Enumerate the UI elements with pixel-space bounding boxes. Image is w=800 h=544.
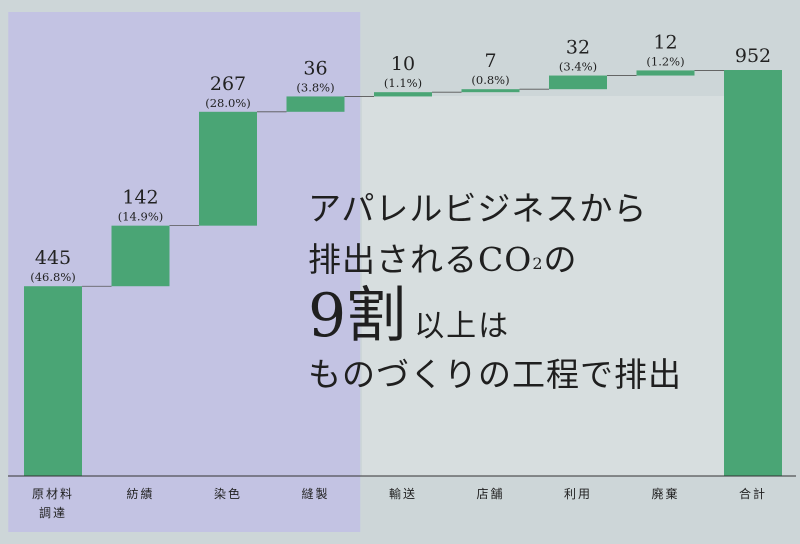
headline-line-3: 9割 以上は [308, 286, 788, 346]
bar-8 [636, 70, 695, 76]
bar-6 [461, 89, 520, 93]
headline-line-2: 排出されるCO2の [308, 243, 788, 276]
category-label: 調達 [39, 506, 67, 520]
bar-3 [199, 111, 257, 226]
percent-label: (1.2%) [646, 54, 684, 68]
headline-text: アパレルビジネスから 排出されるCO2の 9割 以上は ものづくりの工程で排出 [308, 192, 788, 391]
category-label: 輸送 [389, 486, 417, 501]
category-label: 染色 [214, 486, 242, 501]
headline-highlight-ratio: 9割 [308, 281, 407, 351]
category-label: 紡績 [126, 486, 154, 501]
percent-label: (46.8%) [30, 270, 76, 284]
headline-line-4: ものづくりの工程で排出 [308, 355, 682, 394]
category-label: 合計 [739, 486, 767, 501]
value-label: 32 [566, 37, 590, 59]
value-label: 12 [653, 31, 677, 53]
co2-subscript: 2 [532, 254, 544, 273]
headline-line-3-rest: 以上は [414, 309, 511, 344]
category-label: 廃棄 [651, 486, 679, 501]
bar-4 [286, 96, 345, 112]
value-label: 267 [210, 73, 246, 95]
percent-label: (0.8%) [471, 73, 509, 87]
value-label: 952 [735, 45, 771, 67]
non-highlight-region [362, 96, 725, 476]
category-label: 利用 [564, 487, 592, 501]
percent-label: (3.4%) [559, 60, 597, 74]
percent-label: (28.0%) [205, 96, 251, 110]
bar-1 [24, 286, 82, 476]
category-label: 店舗 [476, 487, 504, 501]
value-label: 36 [303, 57, 327, 79]
headline-line-2-main: 排出されるCO [308, 240, 533, 279]
percent-label: (3.8%) [296, 80, 334, 94]
bar-9 [724, 70, 782, 476]
bar-2 [111, 225, 170, 287]
bar-7 [549, 75, 607, 90]
bar-5 [374, 92, 432, 97]
value-label: 445 [35, 247, 71, 269]
headline-line-1: アパレルビジネスから [308, 189, 648, 228]
percent-label: (1.1%) [384, 76, 422, 90]
category-label: 縫製 [301, 486, 329, 501]
value-label: 7 [484, 50, 496, 72]
value-label: 10 [391, 53, 415, 75]
value-label: 142 [122, 187, 158, 209]
headline-line-2-end: の [543, 240, 578, 279]
category-label: 原材料 [32, 487, 74, 501]
percent-label: (14.9%) [118, 210, 164, 224]
